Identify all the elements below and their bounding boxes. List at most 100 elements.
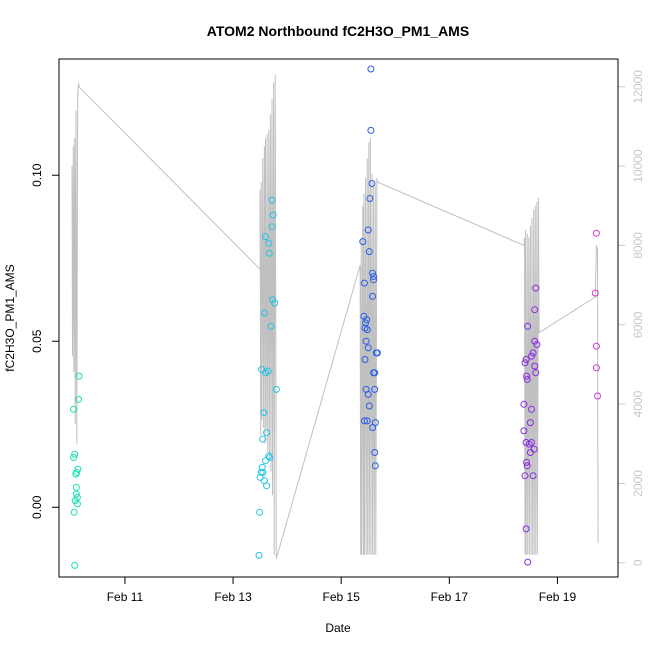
data-point: [369, 292, 377, 300]
data-point: [260, 477, 268, 485]
data-point: [362, 337, 370, 345]
data-point: [267, 322, 275, 330]
data-point: [265, 452, 273, 460]
data-point: [530, 445, 538, 453]
data-point: [363, 417, 371, 425]
data-point: [529, 349, 537, 357]
data-point: [73, 500, 81, 508]
data-point: [268, 196, 276, 204]
y-tick-label: 0.00: [30, 495, 44, 519]
x-tick-label: Feb 15: [323, 590, 361, 604]
axes-layer: Feb 11 Feb 13 Feb 15 Feb 17 Feb 19 0.00 0.05 0.…: [30, 70, 645, 604]
data-point: [528, 405, 535, 413]
data-point: [361, 324, 369, 332]
data-point: [70, 454, 78, 461]
data-point: [75, 395, 82, 403]
data-point: [75, 372, 83, 380]
data-point: [359, 238, 367, 246]
data-point: [521, 472, 529, 480]
x-tick-label: Feb 13: [214, 590, 252, 604]
data-point: [72, 483, 80, 491]
y2-tick-label: 4000: [631, 390, 645, 417]
right-axis-line-series: [71, 74, 599, 559]
data-point: [365, 402, 373, 410]
data-point: [367, 65, 375, 73]
scatter-points-layer: [70, 65, 601, 569]
data-point: [255, 551, 263, 559]
y2-tick-label: 2000: [631, 470, 645, 497]
data-point: [272, 385, 280, 393]
data-point: [70, 405, 78, 413]
data-point: [522, 525, 530, 533]
data-point: [263, 429, 271, 437]
data-point: [369, 424, 377, 432]
data-point: [360, 279, 368, 287]
data-point: [592, 342, 600, 350]
data-point: [265, 239, 273, 247]
y2-tick-label: 8000: [631, 232, 645, 259]
data-point: [259, 435, 267, 443]
data-point: [369, 269, 377, 277]
data-point: [371, 462, 379, 470]
x-axis-label: Date: [325, 621, 351, 635]
data-point: [74, 465, 82, 473]
data-point: [365, 248, 373, 256]
data-point: [371, 369, 379, 377]
data-point: [271, 299, 279, 307]
data-point: [525, 440, 533, 448]
data-point: [364, 344, 372, 352]
data-point: [362, 319, 369, 327]
y-tick-label: 0.10: [30, 163, 44, 187]
chart-title: ATOM2 Northbound fC2H3O_PM1_AMS: [207, 23, 469, 39]
data-point: [531, 306, 539, 314]
data-point: [371, 385, 379, 393]
data-point: [71, 561, 79, 569]
data-point: [73, 468, 81, 476]
y2-tick-label: 6000: [631, 311, 645, 338]
y-axis-label: fC2H3O_PM1_AMS: [3, 264, 17, 371]
data-point: [260, 409, 268, 417]
data-point: [373, 349, 381, 357]
data-point: [262, 233, 269, 241]
data-point: [70, 508, 78, 516]
data-point: [367, 126, 375, 134]
data-point: [360, 417, 368, 425]
data-point: [529, 472, 537, 480]
data-point: [532, 284, 540, 292]
data-point: [363, 326, 371, 334]
data-point: [524, 322, 532, 330]
x-tick-label: Feb 17: [431, 590, 469, 604]
data-point: [262, 457, 269, 465]
data-point: [592, 364, 600, 372]
data-point: [363, 316, 371, 324]
data-point: [520, 400, 528, 408]
data-point: [368, 180, 376, 187]
data-point: [259, 468, 267, 476]
data-point: [523, 375, 531, 383]
data-point: [520, 427, 528, 435]
data-point: [533, 341, 541, 349]
y2-tick-label: 0: [631, 559, 645, 566]
data-point: [256, 508, 264, 516]
data-point: [264, 367, 272, 375]
line-series-layer: [71, 74, 599, 559]
plot-frame: [58, 58, 619, 578]
data-point: [522, 356, 530, 363]
data-point: [370, 273, 378, 280]
data-point: [526, 419, 534, 427]
y2-tick-label: 10000: [631, 149, 645, 183]
data-point: [73, 493, 81, 501]
x-tick-label: Feb 11: [107, 590, 144, 604]
y-tick-label: 0.05: [30, 329, 44, 353]
data-point: [258, 463, 266, 471]
data-point: [528, 352, 535, 360]
data-point: [523, 462, 531, 470]
data-point: [532, 369, 540, 377]
data-point: [266, 454, 274, 461]
data-point: [594, 392, 601, 400]
data-point: [523, 372, 531, 380]
y2-tick-label: 12000: [631, 70, 645, 104]
data-point: [531, 362, 539, 370]
data-point: [72, 490, 80, 498]
